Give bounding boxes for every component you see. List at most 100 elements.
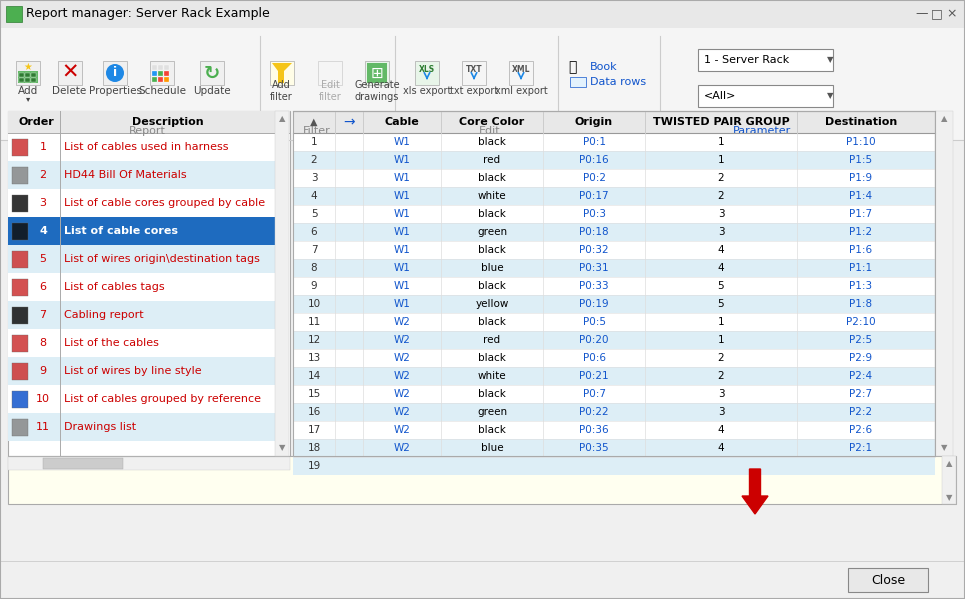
- Text: Update: Update: [193, 86, 231, 96]
- Text: Description: Description: [132, 117, 204, 127]
- Text: W1: W1: [394, 281, 410, 291]
- Text: P0:20: P0:20: [579, 335, 609, 345]
- Text: i: i: [113, 66, 117, 80]
- Text: 2: 2: [718, 353, 725, 363]
- Text: red: red: [483, 155, 501, 165]
- Bar: [293, 111, 935, 456]
- Text: 4: 4: [311, 191, 317, 201]
- Text: 8: 8: [311, 263, 317, 273]
- Text: P2:7: P2:7: [849, 389, 872, 399]
- Text: Core Color: Core Color: [459, 117, 525, 127]
- Bar: [8, 161, 275, 189]
- Text: 11: 11: [36, 422, 50, 432]
- Bar: [103, 61, 127, 85]
- Text: Book: Book: [590, 62, 618, 72]
- Text: 2: 2: [311, 155, 317, 165]
- Bar: [293, 151, 935, 169]
- Bar: [293, 421, 935, 439]
- Text: P0:33: P0:33: [579, 281, 609, 291]
- Text: P0:3: P0:3: [583, 209, 605, 219]
- Text: 5: 5: [718, 281, 725, 291]
- Bar: [293, 403, 935, 421]
- Text: →: →: [344, 115, 355, 129]
- Bar: [8, 273, 275, 301]
- Text: Schedule: Schedule: [138, 86, 186, 96]
- Text: black: black: [478, 389, 506, 399]
- Text: 2: 2: [718, 371, 725, 381]
- Text: 9: 9: [311, 281, 317, 291]
- Text: W1: W1: [394, 155, 410, 165]
- Text: ↻: ↻: [204, 63, 220, 83]
- Text: W2: W2: [394, 425, 410, 435]
- Bar: [0, 28, 965, 140]
- Bar: [698, 49, 833, 71]
- Text: 7: 7: [311, 245, 317, 255]
- Bar: [25, 78, 30, 82]
- Bar: [8, 357, 275, 385]
- Text: P1:5: P1:5: [849, 155, 872, 165]
- Text: Report manager: Server Rack Example: Report manager: Server Rack Example: [26, 8, 270, 20]
- Text: W1: W1: [394, 227, 410, 237]
- Text: 7: 7: [40, 310, 46, 320]
- Text: xls export: xls export: [402, 86, 452, 96]
- Text: P2:5: P2:5: [849, 335, 872, 345]
- Text: Origin: Origin: [575, 117, 613, 127]
- Bar: [935, 111, 953, 456]
- Bar: [942, 456, 956, 504]
- Text: green: green: [477, 227, 507, 237]
- Bar: [152, 77, 157, 82]
- Text: red: red: [483, 335, 501, 345]
- Bar: [293, 439, 935, 457]
- Text: xml export: xml export: [495, 86, 547, 96]
- Text: List of cables grouped by reference: List of cables grouped by reference: [64, 394, 261, 404]
- Text: ▲: ▲: [311, 117, 317, 127]
- Text: P0:7: P0:7: [583, 389, 605, 399]
- Bar: [367, 63, 387, 83]
- Text: 6: 6: [311, 227, 317, 237]
- Bar: [150, 61, 174, 85]
- Text: List of wires origin\destination tags: List of wires origin\destination tags: [64, 254, 260, 264]
- Text: P1:4: P1:4: [849, 191, 872, 201]
- Text: 5: 5: [718, 299, 725, 309]
- Text: black: black: [478, 353, 506, 363]
- Bar: [152, 65, 157, 70]
- Text: P0:6: P0:6: [583, 353, 605, 363]
- Bar: [293, 133, 935, 151]
- Bar: [462, 61, 486, 85]
- Bar: [8, 111, 290, 456]
- Text: 2: 2: [40, 170, 46, 180]
- Text: 16: 16: [308, 407, 320, 417]
- Text: Drawings list: Drawings list: [64, 422, 136, 432]
- Bar: [158, 71, 163, 76]
- Text: Data rows: Data rows: [590, 77, 647, 87]
- Bar: [12, 139, 28, 156]
- Text: 5: 5: [311, 209, 317, 219]
- Text: 3: 3: [311, 173, 317, 183]
- Bar: [43, 458, 123, 469]
- Bar: [8, 385, 275, 413]
- Text: ⊞: ⊞: [371, 65, 383, 80]
- Text: 3: 3: [718, 227, 725, 237]
- Text: Delete: Delete: [52, 86, 86, 96]
- Text: 10: 10: [308, 299, 320, 309]
- Text: W1: W1: [394, 191, 410, 201]
- Text: 6: 6: [40, 282, 46, 292]
- Text: List of wires by line style: List of wires by line style: [64, 366, 202, 376]
- Bar: [19, 78, 24, 82]
- Text: List of the cables: List of the cables: [64, 338, 159, 348]
- Bar: [8, 456, 956, 504]
- Text: 17: 17: [308, 425, 320, 435]
- Bar: [12, 195, 28, 212]
- Text: ★: ★: [23, 62, 33, 72]
- Text: ▼: ▼: [279, 443, 286, 452]
- Text: ✕: ✕: [61, 63, 79, 83]
- Text: 9: 9: [40, 366, 46, 376]
- Text: P2:2: P2:2: [849, 407, 872, 417]
- Text: W2: W2: [394, 407, 410, 417]
- Text: P0:17: P0:17: [579, 191, 609, 201]
- Bar: [12, 167, 28, 184]
- Text: ×: ×: [947, 8, 957, 20]
- Text: Report: Report: [128, 126, 165, 136]
- Bar: [31, 78, 36, 82]
- Text: P0:2: P0:2: [583, 173, 605, 183]
